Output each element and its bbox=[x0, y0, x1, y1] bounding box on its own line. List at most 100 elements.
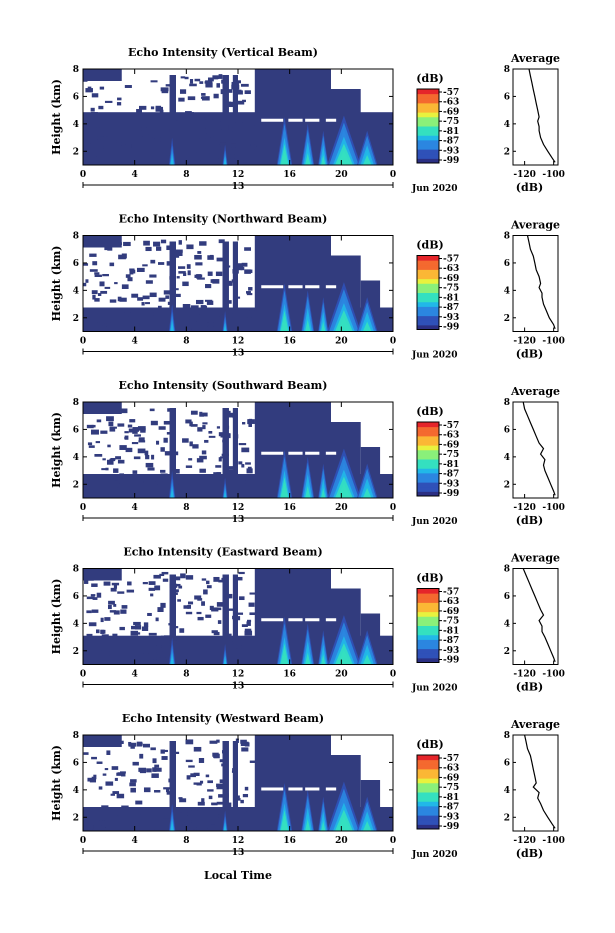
echo-speckle bbox=[219, 779, 228, 784]
colorbar-segment bbox=[417, 625, 439, 631]
echo-speckle bbox=[201, 601, 205, 606]
echo-speckle bbox=[239, 596, 245, 601]
echo-speckle bbox=[187, 811, 194, 816]
colorbar-segment bbox=[417, 759, 439, 765]
echo-speckle bbox=[92, 597, 98, 600]
echo-speckle bbox=[231, 279, 236, 283]
echo-speckle bbox=[97, 322, 103, 328]
echo-speckle bbox=[102, 273, 109, 277]
echo-speckle bbox=[131, 293, 139, 298]
echo-speckle bbox=[159, 328, 167, 331]
echo-speckle bbox=[238, 100, 245, 105]
colorbar-segment bbox=[417, 449, 439, 455]
echo-speckle bbox=[115, 456, 122, 460]
colorbar-segment bbox=[417, 264, 439, 270]
echo-speckle bbox=[186, 244, 194, 250]
echo-speckle bbox=[120, 609, 127, 614]
x-tick-label: 12 bbox=[232, 836, 245, 846]
echo-speckle bbox=[201, 798, 205, 803]
x-tick-label: 0 bbox=[80, 503, 86, 513]
echo-speckle bbox=[220, 434, 226, 438]
echo-speckle bbox=[96, 154, 100, 157]
colorbar-label: (dB) bbox=[416, 738, 443, 751]
echo-speckle bbox=[145, 246, 152, 252]
echo-speckle bbox=[116, 793, 125, 799]
average-xlabel: (dB) bbox=[516, 181, 543, 194]
echo-speckle bbox=[109, 651, 116, 656]
echo-speckle bbox=[135, 824, 141, 829]
echo-speckle bbox=[226, 313, 233, 318]
echo-plume bbox=[281, 817, 288, 831]
colorbar-label: (dB) bbox=[416, 72, 443, 85]
echo-speckle bbox=[138, 105, 147, 110]
echo-speckle bbox=[161, 571, 169, 575]
avg-y-tick-label: 4 bbox=[504, 453, 510, 463]
avg-y-tick-label: 8 bbox=[504, 232, 510, 242]
echo-speckle bbox=[216, 607, 222, 611]
echo-speckle bbox=[83, 263, 89, 266]
echo-speckle bbox=[100, 290, 108, 294]
colorbar-segment bbox=[417, 472, 439, 478]
echo-speckle bbox=[207, 77, 214, 82]
echo-speckle bbox=[150, 259, 156, 264]
echo-speckle bbox=[150, 593, 154, 597]
echo-speckle bbox=[222, 439, 226, 443]
melting-layer bbox=[261, 787, 284, 791]
echo-speckle bbox=[244, 247, 252, 251]
echo-speckle bbox=[155, 617, 159, 622]
echo-speckle bbox=[213, 147, 221, 152]
colorbar-segment bbox=[417, 468, 439, 474]
echo-speckle bbox=[107, 604, 112, 610]
echo-speckle bbox=[174, 293, 181, 298]
echo-speckle bbox=[231, 143, 236, 148]
echo-speckle bbox=[206, 117, 213, 122]
colorbar-segment bbox=[417, 810, 439, 816]
echo-speckle bbox=[174, 251, 183, 256]
echo-speckle bbox=[184, 820, 192, 823]
echo-speckle bbox=[156, 246, 162, 251]
echo-speckle bbox=[148, 632, 157, 636]
echo-plume bbox=[281, 650, 288, 665]
echo-speckle bbox=[141, 302, 145, 306]
melting-layer bbox=[325, 618, 337, 622]
colorbar-segment bbox=[417, 764, 439, 770]
avg-x-tick-label: -100 bbox=[542, 170, 565, 180]
echo-speckle bbox=[213, 472, 221, 478]
x-tick-label: 16 bbox=[283, 170, 296, 180]
echo-speckle bbox=[212, 75, 219, 80]
echo-speckle bbox=[121, 805, 129, 808]
echo-speckle bbox=[238, 329, 247, 332]
colorbar-tick-label: -81 bbox=[443, 127, 459, 137]
echo-speckle bbox=[87, 86, 92, 90]
echo-speckle bbox=[96, 571, 103, 576]
y-tick-label: 6 bbox=[73, 92, 79, 102]
echo-speckle bbox=[176, 583, 181, 587]
echo-plume bbox=[336, 816, 351, 831]
echo-speckle bbox=[116, 102, 122, 106]
melting-layer bbox=[305, 118, 320, 122]
colorbar-segment bbox=[417, 301, 439, 307]
x-tick-label: 0 bbox=[80, 670, 86, 680]
echo-speckle bbox=[240, 267, 245, 271]
echo-speckle bbox=[166, 245, 173, 251]
colorbar-tick-label: -87 bbox=[443, 803, 459, 813]
colorbar-tick-label: -99 bbox=[443, 323, 459, 333]
y-tick-label: 2 bbox=[73, 813, 79, 823]
x-tick-label: 16 bbox=[283, 337, 296, 347]
echo-speckle bbox=[225, 608, 234, 611]
echo-streak bbox=[232, 75, 238, 165]
echo-streak bbox=[169, 408, 176, 498]
echo-speckle bbox=[175, 469, 180, 474]
echo-speckle bbox=[246, 621, 251, 626]
echo-speckle bbox=[118, 254, 126, 260]
echo-region bbox=[83, 735, 122, 747]
echo-speckle bbox=[92, 261, 98, 266]
echo-speckle bbox=[112, 791, 120, 795]
colorbar-segment bbox=[417, 634, 439, 640]
echo-speckle bbox=[245, 823, 253, 827]
echo-speckle bbox=[142, 743, 151, 748]
average-profile-line bbox=[528, 68, 556, 163]
echo-speckle bbox=[191, 124, 198, 128]
echo-speckle bbox=[128, 428, 134, 433]
echo-speckle bbox=[177, 117, 185, 121]
